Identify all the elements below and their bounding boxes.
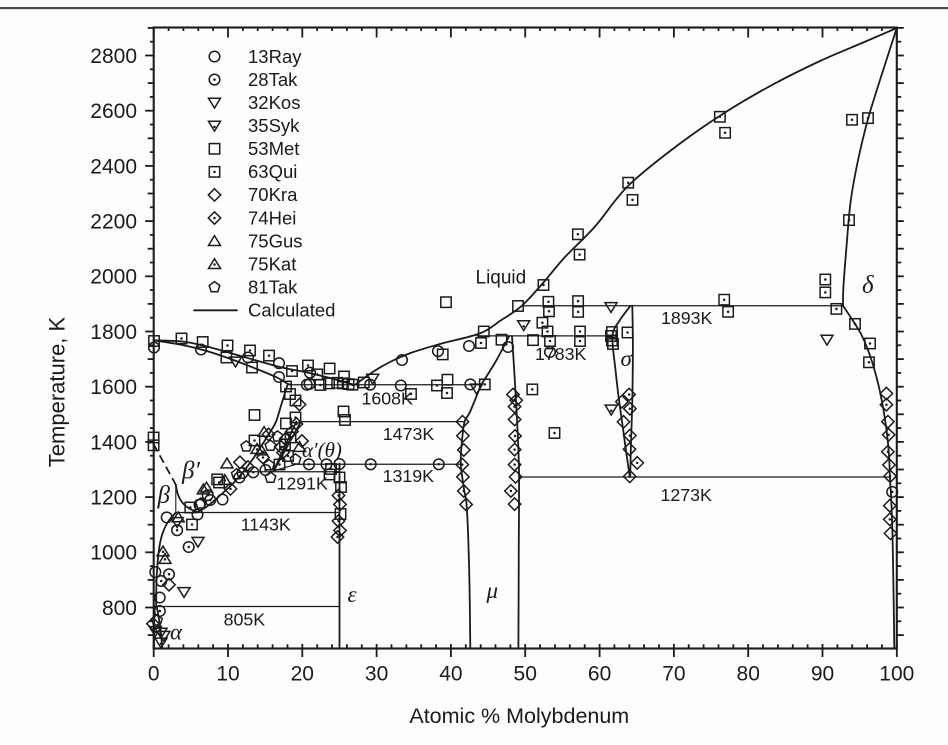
svg-text:Temperature, K: Temperature, K <box>45 316 70 467</box>
svg-text:1600: 1600 <box>90 376 137 399</box>
svg-text:Calculated: Calculated <box>248 300 335 321</box>
svg-text:28Tak: 28Tak <box>248 69 298 90</box>
svg-text:70: 70 <box>662 663 685 686</box>
svg-text:70Kra: 70Kra <box>248 184 298 205</box>
svg-text:1273K: 1273K <box>661 485 713 505</box>
svg-text:75Gus: 75Gus <box>248 230 303 251</box>
svg-text:1473K: 1473K <box>383 424 435 444</box>
svg-text:1893K: 1893K <box>661 308 713 328</box>
svg-text:1783K: 1783K <box>535 344 587 364</box>
svg-text:α: α <box>170 620 183 645</box>
svg-text:20: 20 <box>291 663 314 686</box>
svg-text:75Kat: 75Kat <box>248 253 296 274</box>
svg-text:β: β <box>157 482 171 509</box>
svg-text:2400: 2400 <box>90 155 137 178</box>
svg-text:1200: 1200 <box>90 487 137 510</box>
svg-text:1400: 1400 <box>90 431 137 454</box>
svg-text:2800: 2800 <box>90 45 137 68</box>
svg-text:0: 0 <box>148 663 160 686</box>
svg-text:1800: 1800 <box>90 321 137 344</box>
svg-text:80: 80 <box>737 663 760 686</box>
svg-text:35Syk: 35Syk <box>248 115 300 136</box>
svg-text:100: 100 <box>879 663 914 686</box>
svg-text:1608K: 1608K <box>362 389 414 409</box>
svg-text:13Ray: 13Ray <box>248 46 302 67</box>
svg-text:74Hei: 74Hei <box>248 207 296 228</box>
svg-text:81Tak: 81Tak <box>248 277 298 298</box>
svg-text:2600: 2600 <box>90 100 137 123</box>
svg-text:μ: μ <box>486 578 499 603</box>
svg-text:ε: ε <box>348 582 358 607</box>
svg-text:1319K: 1319K <box>383 466 435 486</box>
svg-text:σ: σ <box>621 346 634 371</box>
svg-text:40: 40 <box>439 663 462 686</box>
svg-text:30: 30 <box>365 663 388 686</box>
svg-text:Liquid: Liquid <box>476 268 527 289</box>
svg-text:60: 60 <box>588 663 611 686</box>
svg-text:β′: β′ <box>181 458 200 485</box>
svg-text:Atomic % Molybdenum: Atomic % Molybdenum <box>409 704 629 728</box>
svg-text:805K: 805K <box>224 609 266 629</box>
svg-text:2000: 2000 <box>90 266 137 289</box>
svg-text:800: 800 <box>102 597 137 620</box>
svg-text:50: 50 <box>514 663 537 686</box>
svg-text:1143K: 1143K <box>241 515 291 535</box>
svg-text:63Qui: 63Qui <box>248 161 297 182</box>
svg-text:1291K: 1291K <box>277 474 329 494</box>
svg-text:53Met: 53Met <box>248 138 299 159</box>
svg-text:α′(θ): α′(θ) <box>302 438 342 462</box>
svg-text:32Kos: 32Kos <box>248 92 300 113</box>
svg-text:10: 10 <box>216 663 239 686</box>
svg-text:90: 90 <box>811 663 834 686</box>
svg-text:2200: 2200 <box>90 211 137 234</box>
svg-text:δ: δ <box>862 272 874 299</box>
svg-text:1000: 1000 <box>90 542 137 565</box>
